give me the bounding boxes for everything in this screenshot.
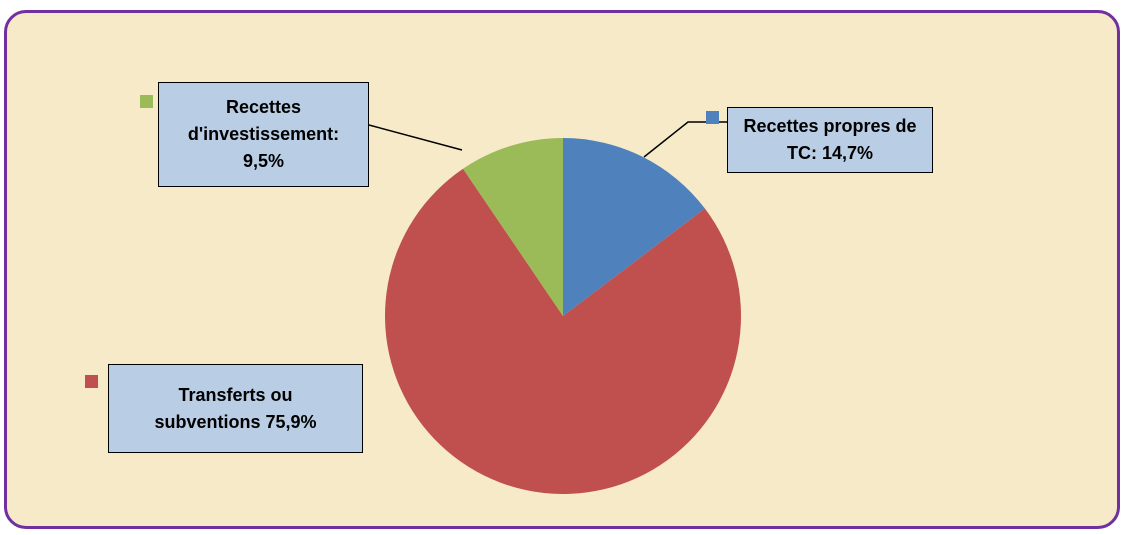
legend-swatch [140, 95, 153, 108]
pie-slice [563, 138, 705, 316]
data-label-text: Recettes d'investissement: 9,5% [187, 97, 340, 171]
data-label: Recettes propres de TC: 14,7% [727, 107, 933, 173]
pie-slice [463, 138, 563, 316]
pie-slice [384, 168, 741, 494]
leader-line [643, 121, 727, 158]
legend-swatch [85, 375, 98, 388]
data-label: Transferts ou subventions 75,9% [108, 364, 363, 453]
data-label-text: Transferts ou subventions 75,9% [154, 384, 317, 432]
leader-line [368, 124, 463, 151]
data-label: Recettes d'investissement: 9,5% [158, 82, 369, 187]
data-label-text: Recettes propres de TC: 14,7% [743, 116, 917, 163]
legend-swatch [706, 111, 719, 124]
